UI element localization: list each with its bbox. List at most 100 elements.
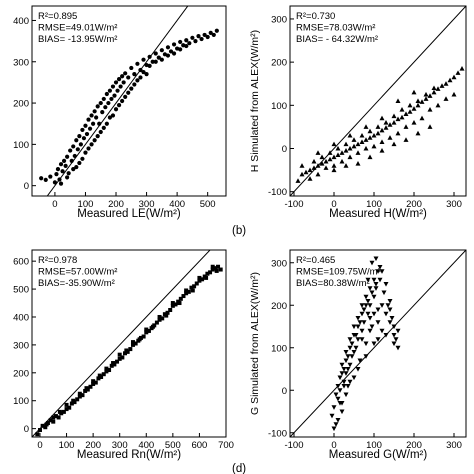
data-point	[107, 368, 112, 373]
data-point	[184, 43, 189, 49]
one-to-one-line	[290, 6, 466, 196]
x-tick-label: 0	[37, 440, 42, 451]
data-point	[431, 89, 437, 95]
data-point	[391, 341, 397, 347]
data-point	[355, 150, 361, 155]
data-point	[403, 111, 409, 116]
data-point	[112, 93, 117, 98]
data-point	[77, 391, 82, 396]
x-axis-label: Measured H(W/m²)	[329, 208, 427, 220]
x-tick-label: 100	[366, 199, 382, 210]
data-point	[104, 121, 109, 126]
data-point	[337, 375, 343, 381]
data-point	[101, 125, 106, 130]
data-point	[147, 54, 152, 59]
data-point	[371, 341, 377, 347]
data-point	[337, 388, 343, 393]
data-point	[214, 268, 219, 273]
data-point	[91, 379, 96, 384]
data-point	[363, 145, 369, 151]
data-point	[116, 77, 122, 82]
data-point	[54, 172, 59, 177]
data-point	[101, 96, 106, 102]
stat-line: R²=0.895	[38, 11, 77, 22]
data-point	[319, 161, 325, 166]
data-point	[216, 264, 221, 269]
data-point	[98, 129, 103, 135]
y-tick-label: 400	[13, 16, 29, 27]
y-tick-label: 300	[13, 340, 29, 351]
data-point	[210, 264, 215, 269]
data-point	[135, 78, 140, 83]
data-point	[100, 110, 105, 115]
data-point	[190, 288, 195, 293]
data-point	[170, 301, 175, 306]
data-point	[88, 384, 93, 389]
plot-frame	[31, 249, 227, 438]
data-point	[75, 397, 80, 402]
data-point	[351, 324, 357, 330]
data-point	[89, 113, 94, 118]
data-point	[355, 161, 361, 166]
data-point	[451, 91, 457, 97]
data-point	[295, 178, 301, 183]
data-point	[110, 84, 116, 89]
x-tick-label: 100	[78, 199, 94, 210]
data-point	[193, 39, 198, 44]
one-to-one-line	[46, 6, 189, 196]
data-point	[69, 158, 74, 163]
x-tick-label: 200	[406, 440, 422, 451]
stat-line: RMSE=49.01W/m²	[38, 23, 117, 34]
stat-line: R²=0.465	[296, 255, 335, 266]
y-tick-label: 300	[271, 258, 287, 269]
data-point	[435, 102, 441, 108]
data-point	[71, 167, 76, 172]
data-point	[110, 113, 116, 118]
data-point	[168, 49, 174, 54]
data-point	[120, 74, 125, 79]
data-point	[311, 165, 317, 170]
data-point	[69, 401, 74, 406]
y-tick-label: 0	[282, 386, 287, 397]
data-point	[117, 356, 122, 361]
data-point	[153, 59, 158, 64]
data-point	[349, 354, 355, 359]
data-point	[208, 30, 213, 35]
panel-label: (d)	[232, 463, 246, 474]
data-point	[123, 94, 128, 99]
y-tick-label: 200	[13, 99, 29, 110]
data-point	[343, 358, 349, 364]
data-point	[97, 373, 102, 378]
data-point	[115, 88, 120, 93]
x-tick-label: 500	[200, 199, 216, 210]
data-point	[57, 409, 62, 414]
data-point	[355, 316, 361, 321]
y-tick-label: -100	[268, 428, 287, 439]
data-point	[71, 398, 76, 403]
data-point	[371, 311, 377, 317]
data-point	[113, 107, 119, 112]
data-point	[178, 296, 183, 301]
data-point	[213, 266, 218, 271]
data-point	[367, 316, 373, 321]
data-point	[51, 415, 56, 420]
data-point	[393, 337, 399, 342]
data-point	[67, 405, 72, 410]
data-point	[204, 275, 209, 280]
panel-3: 0 100 200 300 400 500 600 700 0 100 200 300 400 500 60…	[13, 249, 234, 461]
data-point	[367, 286, 373, 291]
data-point	[395, 328, 401, 334]
data-point	[107, 88, 113, 93]
y-tick-label: 600	[13, 257, 29, 268]
data-point	[399, 107, 405, 112]
data-point	[377, 265, 383, 270]
one-to-one-line	[32, 250, 211, 437]
data-point	[106, 100, 111, 106]
data-point	[353, 345, 359, 351]
data-point	[363, 354, 369, 359]
data-point	[343, 350, 349, 355]
data-point	[138, 75, 143, 80]
plot-frame	[289, 249, 467, 438]
data-point	[373, 286, 379, 291]
data-point	[184, 291, 189, 296]
